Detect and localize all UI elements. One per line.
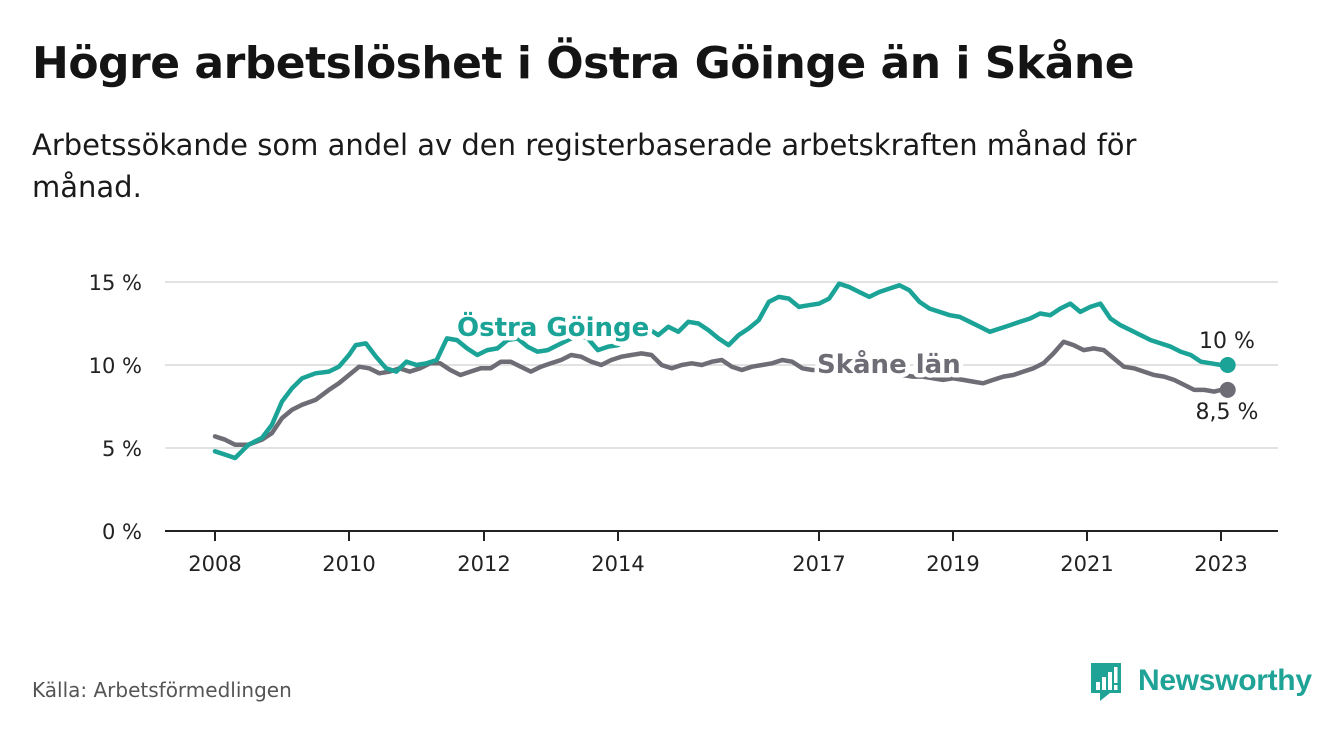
x-tick-label: 2014 [591, 552, 644, 576]
brand-logo[interactable]: Newsworthy [1088, 660, 1312, 702]
grid-lines [165, 281, 1278, 449]
series-line [212, 281, 1230, 461]
y-tick-label: 0 % [102, 520, 142, 544]
bar-chart-exclamation-icon [1091, 663, 1121, 701]
axes: 0 % 5 % 10 % 15 % 2008 2010 2012 2014 2017 2019 20… [89, 271, 1278, 576]
series-end-point [1219, 381, 1236, 398]
source-note: Källa: Arbetsförmedlingen [32, 678, 292, 702]
x-tick-label: 2023 [1194, 552, 1247, 576]
line-chart: 0 % 5 % 10 % 15 % 2008 2010 2012 2014 2017 2019 20… [89, 271, 1278, 576]
x-tick-label: 2017 [792, 552, 845, 576]
end-label-ostra-goinge: 10 % [1199, 329, 1255, 354]
series-labels: Östra Göinge Skåne län 10 % 8,5 % [453, 306, 1259, 426]
x-tick-label: 2019 [926, 552, 979, 576]
series-lines [212, 281, 1236, 461]
x-tick-label: 2010 [322, 552, 375, 576]
y-tick-label: 10 % [89, 354, 142, 378]
chart-subtitle: Arbetssökande som andel av den registerb… [32, 128, 1137, 204]
end-label-skane-lan: 8,5 % [1196, 400, 1259, 425]
x-tick-label: 2021 [1060, 552, 1113, 576]
brand-name: Newsworthy [1138, 664, 1312, 697]
series-end-point [1219, 357, 1236, 373]
series-label-skane-lan: Skåne län [817, 348, 961, 380]
y-tick-label: 5 % [102, 437, 142, 461]
series-line [212, 339, 1230, 447]
chart-title: Högre arbetslöshet i Östra Göinge än i S… [32, 38, 1135, 89]
y-tick-label: 15 % [89, 271, 142, 295]
series-label-ostra-goinge: Östra Göinge [457, 310, 649, 343]
x-tick-label: 2008 [188, 552, 241, 576]
x-tick-label: 2012 [457, 552, 510, 576]
